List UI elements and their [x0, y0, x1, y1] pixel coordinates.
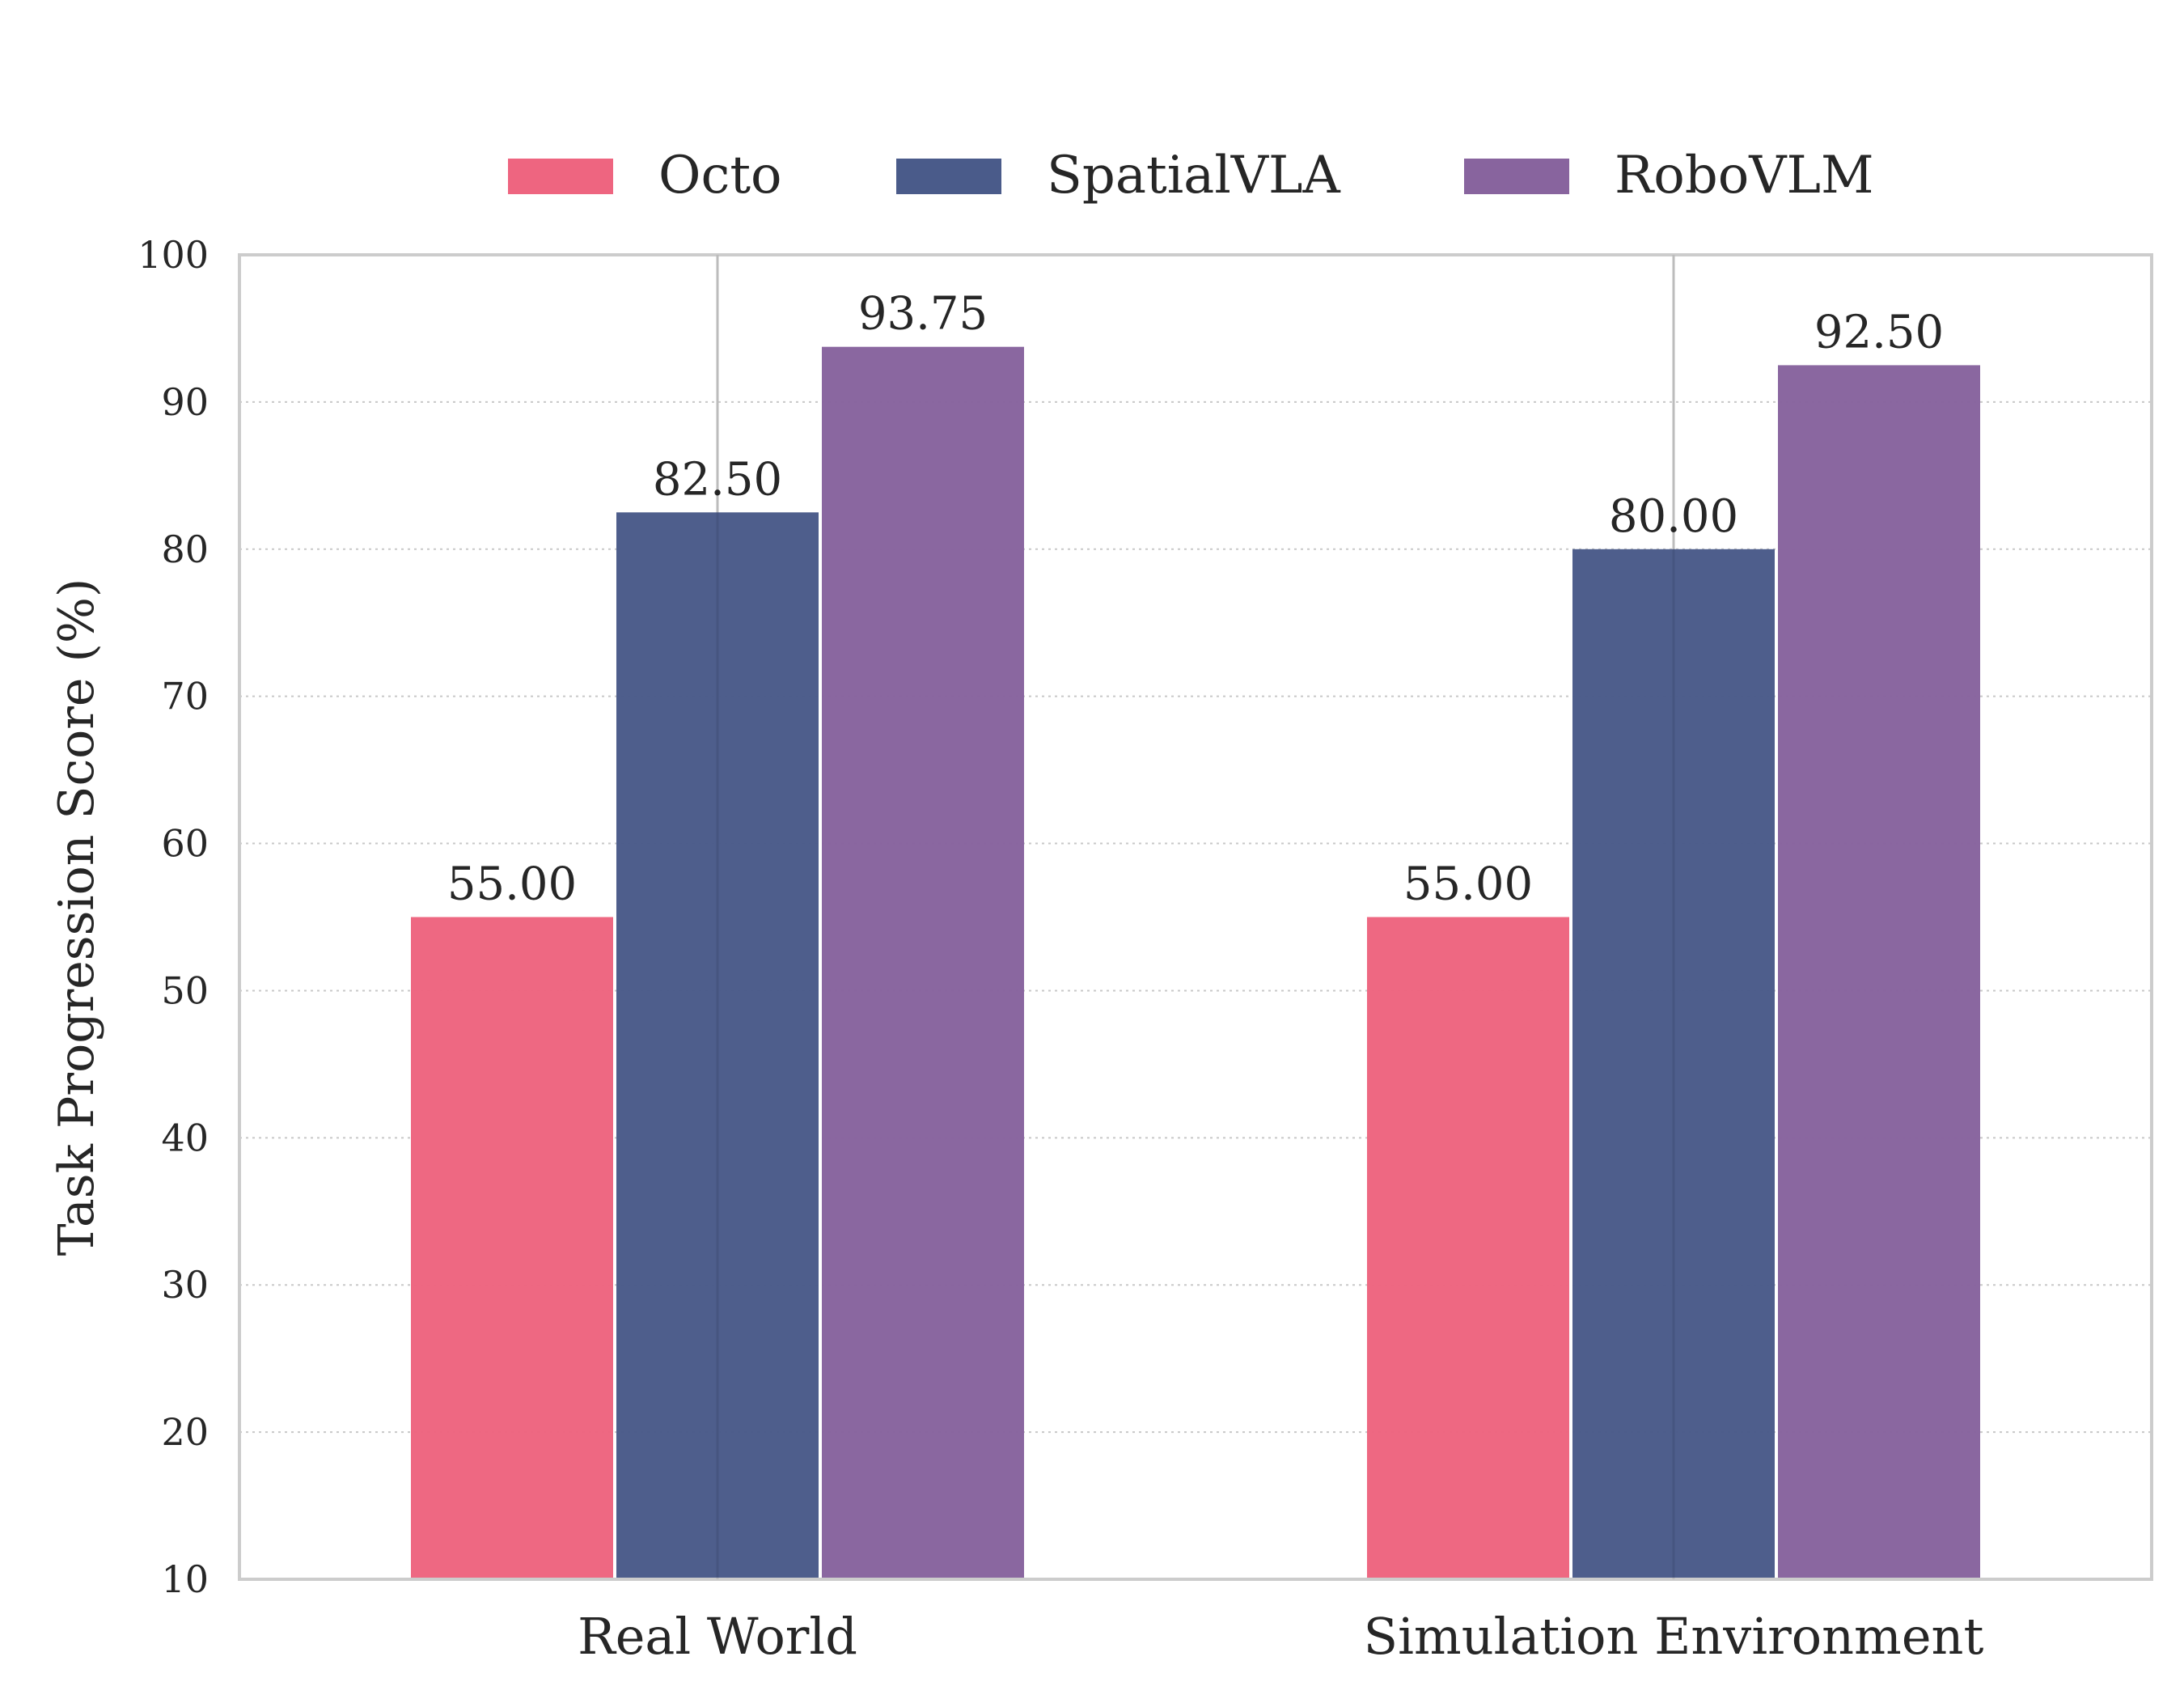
bar — [616, 512, 819, 1579]
bar — [1778, 365, 1980, 1580]
y-tick-label: 20 — [161, 1410, 209, 1454]
bar-value-label: 82.50 — [653, 453, 782, 506]
data-labels: 55.00 82.50 93.75 55.00 80.00 92.50 — [447, 255, 1944, 1579]
legend-swatch — [508, 159, 613, 194]
bar-value-label: 55.00 — [447, 858, 577, 911]
y-tick-label: 90 — [161, 380, 209, 424]
y-tick-label: 10 — [161, 1557, 209, 1601]
y-tick-label: 100 — [138, 233, 209, 277]
legend-swatch — [896, 159, 1001, 194]
legend: Octo SpatialVLA RoboVLM — [508, 146, 1873, 205]
bar-value-label: 80.00 — [1609, 490, 1738, 543]
bars — [411, 346, 1980, 1580]
x-tick-label: Real World — [578, 1607, 857, 1666]
legend-swatch — [1464, 159, 1569, 194]
y-axis-title: Task Progression Score (%) — [49, 578, 105, 1256]
y-axis-ticks: 10 20 30 40 50 60 70 80 90 100 — [138, 233, 209, 1601]
y-tick-label: 60 — [161, 822, 209, 866]
y-tick-label: 30 — [161, 1263, 209, 1307]
y-tick-label: 80 — [161, 527, 209, 571]
y-tick-label: 70 — [161, 675, 209, 718]
plot-frame — [238, 253, 2153, 1581]
y-tick-label: 40 — [161, 1116, 209, 1159]
bar-value-label: 93.75 — [858, 288, 988, 341]
bar-value-label: 92.50 — [1814, 306, 1944, 358]
bar — [1367, 917, 1569, 1579]
legend-label: Octo — [658, 146, 782, 205]
bar — [822, 346, 1024, 1579]
bar — [411, 917, 613, 1579]
x-axis-ticks: Real World Simulation Environment — [578, 1607, 1983, 1666]
legend-label: SpatialVLA — [1047, 146, 1341, 205]
bar-value-label: 55.00 — [1403, 858, 1533, 911]
legend-label: RoboVLM — [1615, 146, 1873, 205]
x-tick-label: Simulation Environment — [1364, 1607, 1984, 1666]
y-tick-label: 50 — [161, 968, 209, 1012]
bar — [1572, 549, 1775, 1579]
